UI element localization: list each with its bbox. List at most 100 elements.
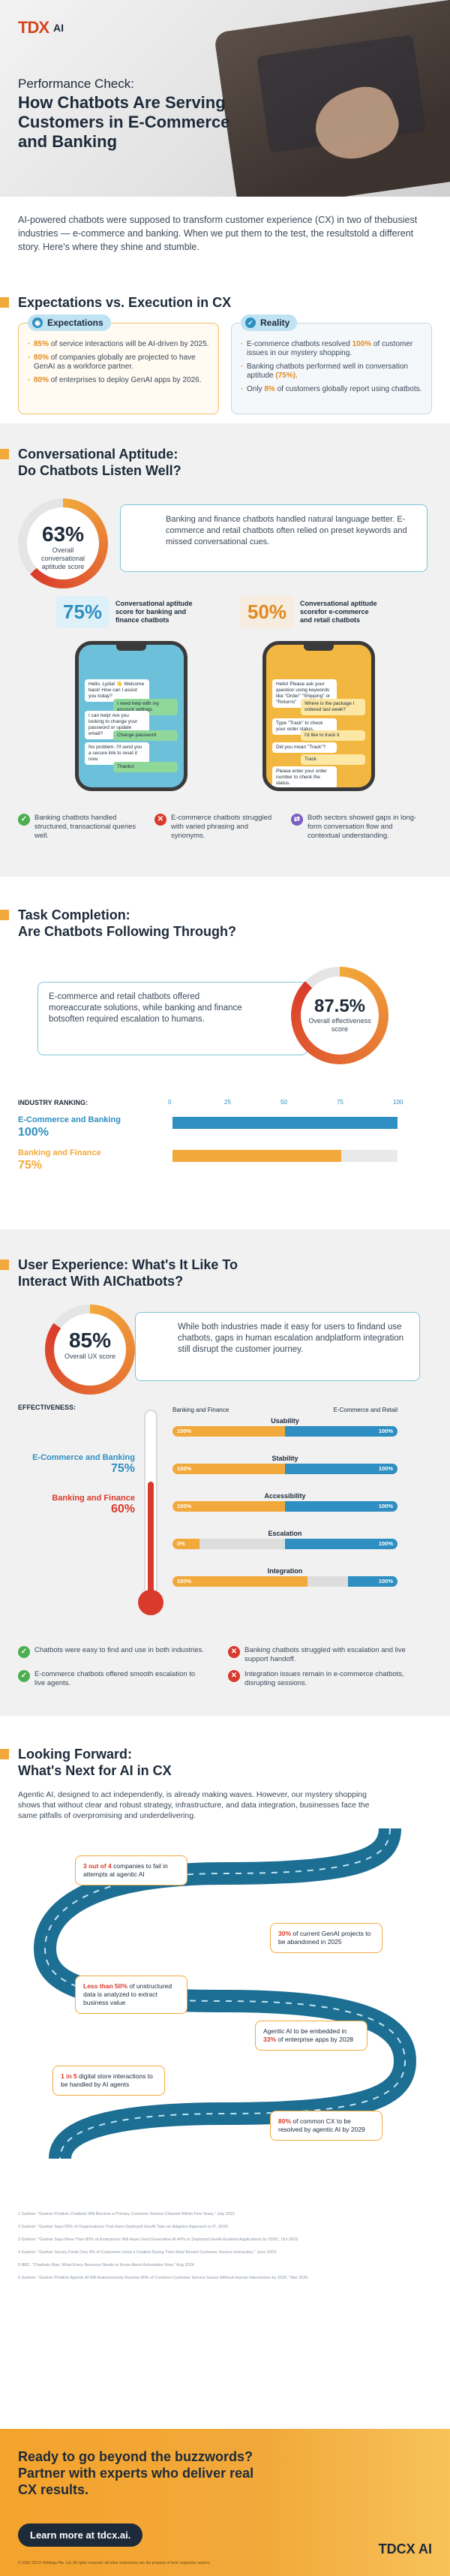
legend-text: Banking chatbots handled structured, tra…	[34, 814, 136, 840]
expectation-text: of service interactions will be AI-drive…	[49, 340, 209, 348]
ux-legend: ✓ Chatbots were easy to find and use in b…	[18, 1646, 432, 1688]
road-illustration	[33, 1828, 417, 2159]
check-icon: ✓	[245, 317, 256, 328]
ranking-label: INDUSTRY RANKING:	[18, 1099, 88, 1106]
reality-prefix: E-commerce chatbots resolved	[247, 340, 352, 348]
banking-phone-mockup: Hello, Lydia! 👋 Welcome back! How can I …	[75, 641, 188, 791]
forward-title: Looking Forward: What's Next for AI in CX	[0, 1746, 450, 1779]
ux-metric-row: Escalation 0% 100%	[172, 1530, 398, 1549]
chat-message: I'd like to track it	[301, 730, 365, 741]
ranking-value: 100%	[18, 1126, 49, 1139]
ranking-value: 75%	[18, 1159, 43, 1172]
reality-item: Only 8% of customers globally report usi…	[241, 385, 422, 394]
legend-text: Integration issues remain in e-commerce …	[244, 1670, 404, 1687]
task-section: Task Completion: Are Chatbots Following T…	[0, 877, 450, 1229]
hero: TDX AI Performance Check: How Chatbots A…	[0, 0, 450, 197]
ecom-phone-mockup: Hello! Please ask your question using ke…	[262, 641, 375, 791]
citation-item: 5 BBC: "Chatbots Rise: What Every Busine…	[18, 2263, 196, 2268]
forecast-card: 30% of current GenAI projects to be aban…	[270, 1923, 382, 1953]
aptitude-gauge: 63% Overall conversational aptitude scor…	[18, 498, 108, 588]
ux-metric-name: Usability	[271, 1417, 299, 1425]
ux-metric-bar: 100% 100%	[172, 1464, 398, 1474]
task-callout: E-commerce and retail chatbots offered m…	[38, 982, 308, 1055]
ux-metric-name: Accessibility	[264, 1492, 306, 1500]
expectation-stat: 80%	[34, 354, 50, 362]
reality-pill: ✓ Reality	[241, 314, 298, 331]
reality-stat: 8%	[264, 385, 275, 393]
expectation-text: of companies globally are projected to h…	[34, 354, 196, 371]
citation-item: 4 Gartner: "Gartner Survey Finds Only 8%…	[18, 2250, 278, 2255]
reality-text: .	[296, 372, 298, 380]
ux-metric-right-fill	[285, 1426, 398, 1437]
ux-metric-right-value: 100%	[378, 1465, 393, 1472]
aptitude-callout: Banking and finance chatbots handled nat…	[120, 504, 428, 572]
aptitude-section: Conversational Aptitude: Do Chatbots List…	[0, 423, 450, 877]
ux-title: User Experience: What's It Like To Intera…	[0, 1256, 450, 1290]
expectations-section: Expectations vs. Execution in CX ◉ Expect…	[0, 281, 450, 423]
forward-section: Looking Forward: What's Next for AI in CX…	[0, 1716, 450, 2159]
reality-stat: 100%	[352, 340, 372, 348]
reality-prefix: Only	[247, 385, 265, 393]
legend-item: ✕ E-commerce chatbots struggled with vari…	[154, 814, 282, 841]
task-gauge: 87.5% Overall effectiveness score	[291, 967, 388, 1064]
legend-item: ✓ E-commerce chatbots offered smooth esca…	[18, 1670, 206, 1688]
ux-metric-left-value: 100%	[177, 1465, 192, 1472]
ux-metric-right-fill	[285, 1501, 398, 1512]
ux-metric-right-fill	[285, 1464, 398, 1474]
ux-section: User Experience: What's It Like To Intera…	[0, 1229, 450, 1716]
banking-aptitude-badge: 75% Conversational aptitude score for ba…	[56, 596, 198, 628]
legend-text: E-commerce chatbots struggled with varie…	[171, 814, 272, 840]
cta-banner: Ready to go beyond the buzzwords? Partne…	[0, 2429, 450, 2576]
chat-message: No problem. I'll send you a secure link …	[85, 742, 149, 765]
learn-more-button[interactable]: Learn more at tdcx.ai.	[18, 2523, 143, 2547]
ux-metric-name: Integration	[267, 1567, 303, 1575]
ux-metric-bar: 100% 100%	[172, 1501, 398, 1512]
ranking-bar	[172, 1117, 398, 1129]
expectation-item: 80% of companies globally are projected …	[28, 354, 209, 372]
legend-item: ✓ Chatbots were easy to find and use in b…	[18, 1646, 206, 1664]
forecast-text: companies to fail in attempts at agentic…	[83, 1862, 168, 1878]
ux-ecom-score: E-Commerce and Banking 75%	[32, 1453, 135, 1475]
hero-kicker: Performance Check:	[18, 77, 134, 91]
ux-metric-bar: 0% 100%	[172, 1539, 398, 1549]
cta-title: Ready to go beyond the buzzwords? Partne…	[18, 2449, 254, 2497]
ranking-name: Banking and Finance	[18, 1148, 101, 1157]
check-icon: ✓	[18, 814, 30, 826]
banking-aptitude-value: 75%	[56, 596, 110, 628]
thermometer-icon	[144, 1410, 158, 1596]
ux-metric-left-fill	[172, 1539, 200, 1549]
expectations-title: Expectations vs. Execution in CX	[0, 294, 450, 311]
brand-logo[interactable]: TDX AI	[18, 18, 64, 38]
axis-tick: 25	[224, 1099, 231, 1106]
aptitude-value: 63%	[41, 522, 85, 546]
axis-tick: 75	[337, 1099, 344, 1106]
ux-metric-right-fill	[348, 1576, 398, 1587]
ux-label: Overall UX score	[64, 1353, 116, 1360]
task-value: 87.5%	[314, 996, 366, 1016]
ux-metric-name: Escalation	[268, 1530, 302, 1537]
reality-item: E-commerce chatbots resolved 100% of cus…	[241, 340, 422, 358]
ux-metric-bar: 100% 100%	[172, 1576, 398, 1587]
aptitude-legend: ✓ Banking chatbots handled structured, tr…	[18, 814, 418, 841]
ux-bank-score: Banking and Finance 60%	[52, 1494, 135, 1515]
aptitude-label: Overall conversational aptitude score	[40, 546, 86, 570]
forecast-card: Agentic AI to be embedded in 33% of ente…	[255, 2021, 368, 2051]
banking-aptitude-label: Conversational aptitude score for bankin…	[116, 600, 193, 624]
ux-metric-left-fill	[172, 1426, 285, 1437]
footer-logo[interactable]: TDCX AI	[378, 2541, 432, 2556]
ux-metric-row: Accessibility 100% 100%	[172, 1492, 398, 1512]
forecast-text: Agentic AI to be embedded in	[263, 2027, 347, 2035]
ux-metric-left-value: 100%	[177, 1503, 192, 1509]
ux-metric-right-value: 100%	[378, 1428, 393, 1434]
citation-item: 3 Gartner: "Gartner Says More Than 80% o…	[18, 2237, 299, 2242]
reality-text: of customers globally report using chatb…	[274, 385, 422, 393]
citation-item: 1 Gartner: "Gartner Predicts Chatbots Wi…	[18, 2212, 236, 2216]
phone-notch	[116, 645, 146, 651]
logo-text: TDX	[18, 18, 50, 37]
logo-suffix: AI	[53, 22, 64, 34]
ux-metric-right-value: 100%	[378, 1540, 393, 1547]
intro-text: AI-powered chatbots were supposed to tra…	[18, 215, 418, 252]
legend-item: ✓ Banking chatbots handled structured, tr…	[18, 814, 146, 841]
check-icon: ✓	[18, 1646, 30, 1658]
